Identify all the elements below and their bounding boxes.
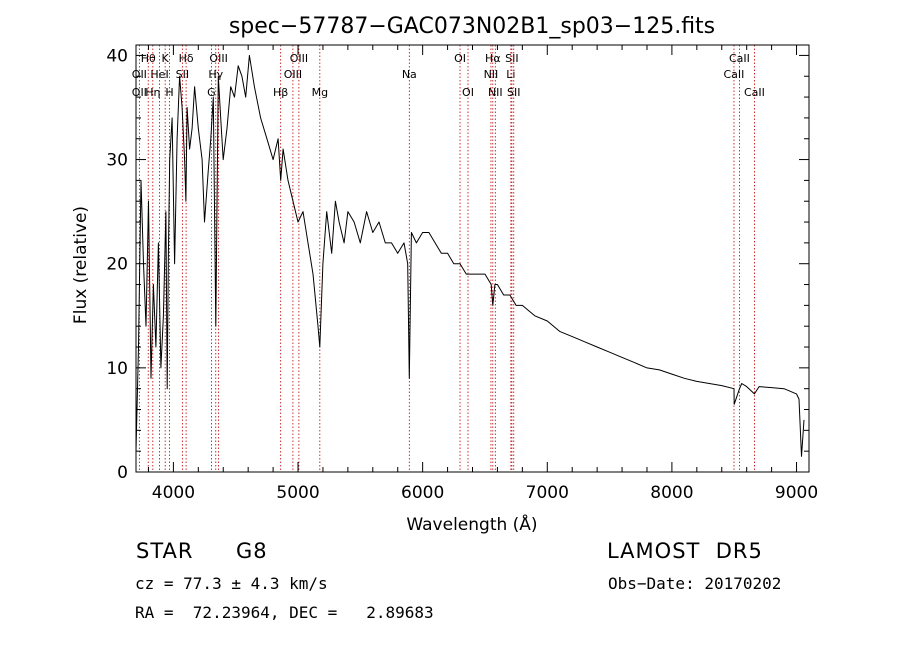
spectral-subclass: G8 (236, 539, 268, 563)
y-tick-label: 40 (106, 46, 128, 66)
survey-name: LAMOST DR5 (607, 539, 763, 563)
x-tick-label: 6000 (401, 483, 444, 503)
line-marker-label: CaII (724, 68, 745, 81)
line-marker-label: CaII (729, 52, 750, 65)
y-tick-label: 20 (106, 255, 128, 275)
x-tick-label: 9000 (775, 483, 818, 503)
line-marker-label: Mg (312, 86, 328, 99)
coordinates-text: RA = 72.23964, DEC = 2.89683 (135, 603, 434, 622)
line-marker-label: NII (488, 86, 503, 99)
line-marker-label: OIII (209, 52, 227, 65)
axes: 4000 5000 6000 7000 8000 9000 0 10 20 30 40 (106, 45, 818, 503)
object-class: STAR (136, 539, 194, 563)
line-marker-label: OI (454, 52, 466, 65)
spectrum-line (135, 54, 805, 457)
observation-date: Obs−Date: 20170202 (608, 574, 782, 593)
x-tick-label: 7000 (526, 483, 569, 503)
line-marker-label: CaII (744, 86, 765, 99)
line-marker-label: Hα (485, 52, 501, 65)
line-marker-label: Hθ (141, 52, 156, 65)
y-tick-label: 0 (117, 463, 128, 483)
line-marker-label: Hδ (179, 52, 194, 65)
line-marker-label: K (162, 52, 170, 65)
line-marker-label: NII (484, 68, 499, 81)
velocity-text: cz = 77.3 ± 4.3 km/s (135, 574, 328, 593)
line-marker-label: Li (506, 68, 515, 81)
line-marker-label: SII (505, 52, 518, 65)
line-marker-label: Hγ (208, 68, 223, 81)
line-marker-label: OI (462, 86, 474, 99)
x-axis-label: Wavelength (Å) (406, 513, 537, 535)
y-tick-label: 10 (106, 359, 128, 379)
line-marker-label: SII (507, 86, 520, 99)
line-marker-label: OII (132, 68, 147, 81)
line-marker-label: OIII (290, 52, 308, 65)
x-tick-label: 8000 (650, 483, 693, 503)
x-tick-label: 4000 (152, 483, 195, 503)
plot-frame (135, 44, 810, 473)
y-tick-label: 30 (106, 151, 128, 171)
line-marker-label: OIII (284, 68, 302, 81)
line-marker-label: Hβ (273, 86, 288, 99)
line-marker-label: H (165, 86, 173, 99)
line-marker-label: Na (402, 68, 417, 81)
line-marker-label: HeI (150, 68, 168, 81)
x-tick-label: 5000 (276, 483, 319, 503)
line-marker-label: Hη (145, 86, 160, 99)
line-marker-label: SII (176, 68, 189, 81)
chart-title: spec−57787−GAC073N02B1_sp03−125.fits (229, 14, 715, 39)
y-axis-label: Flux (relative) (71, 206, 91, 324)
line-marker-label: G (207, 86, 216, 99)
spectrum-series (135, 54, 805, 457)
